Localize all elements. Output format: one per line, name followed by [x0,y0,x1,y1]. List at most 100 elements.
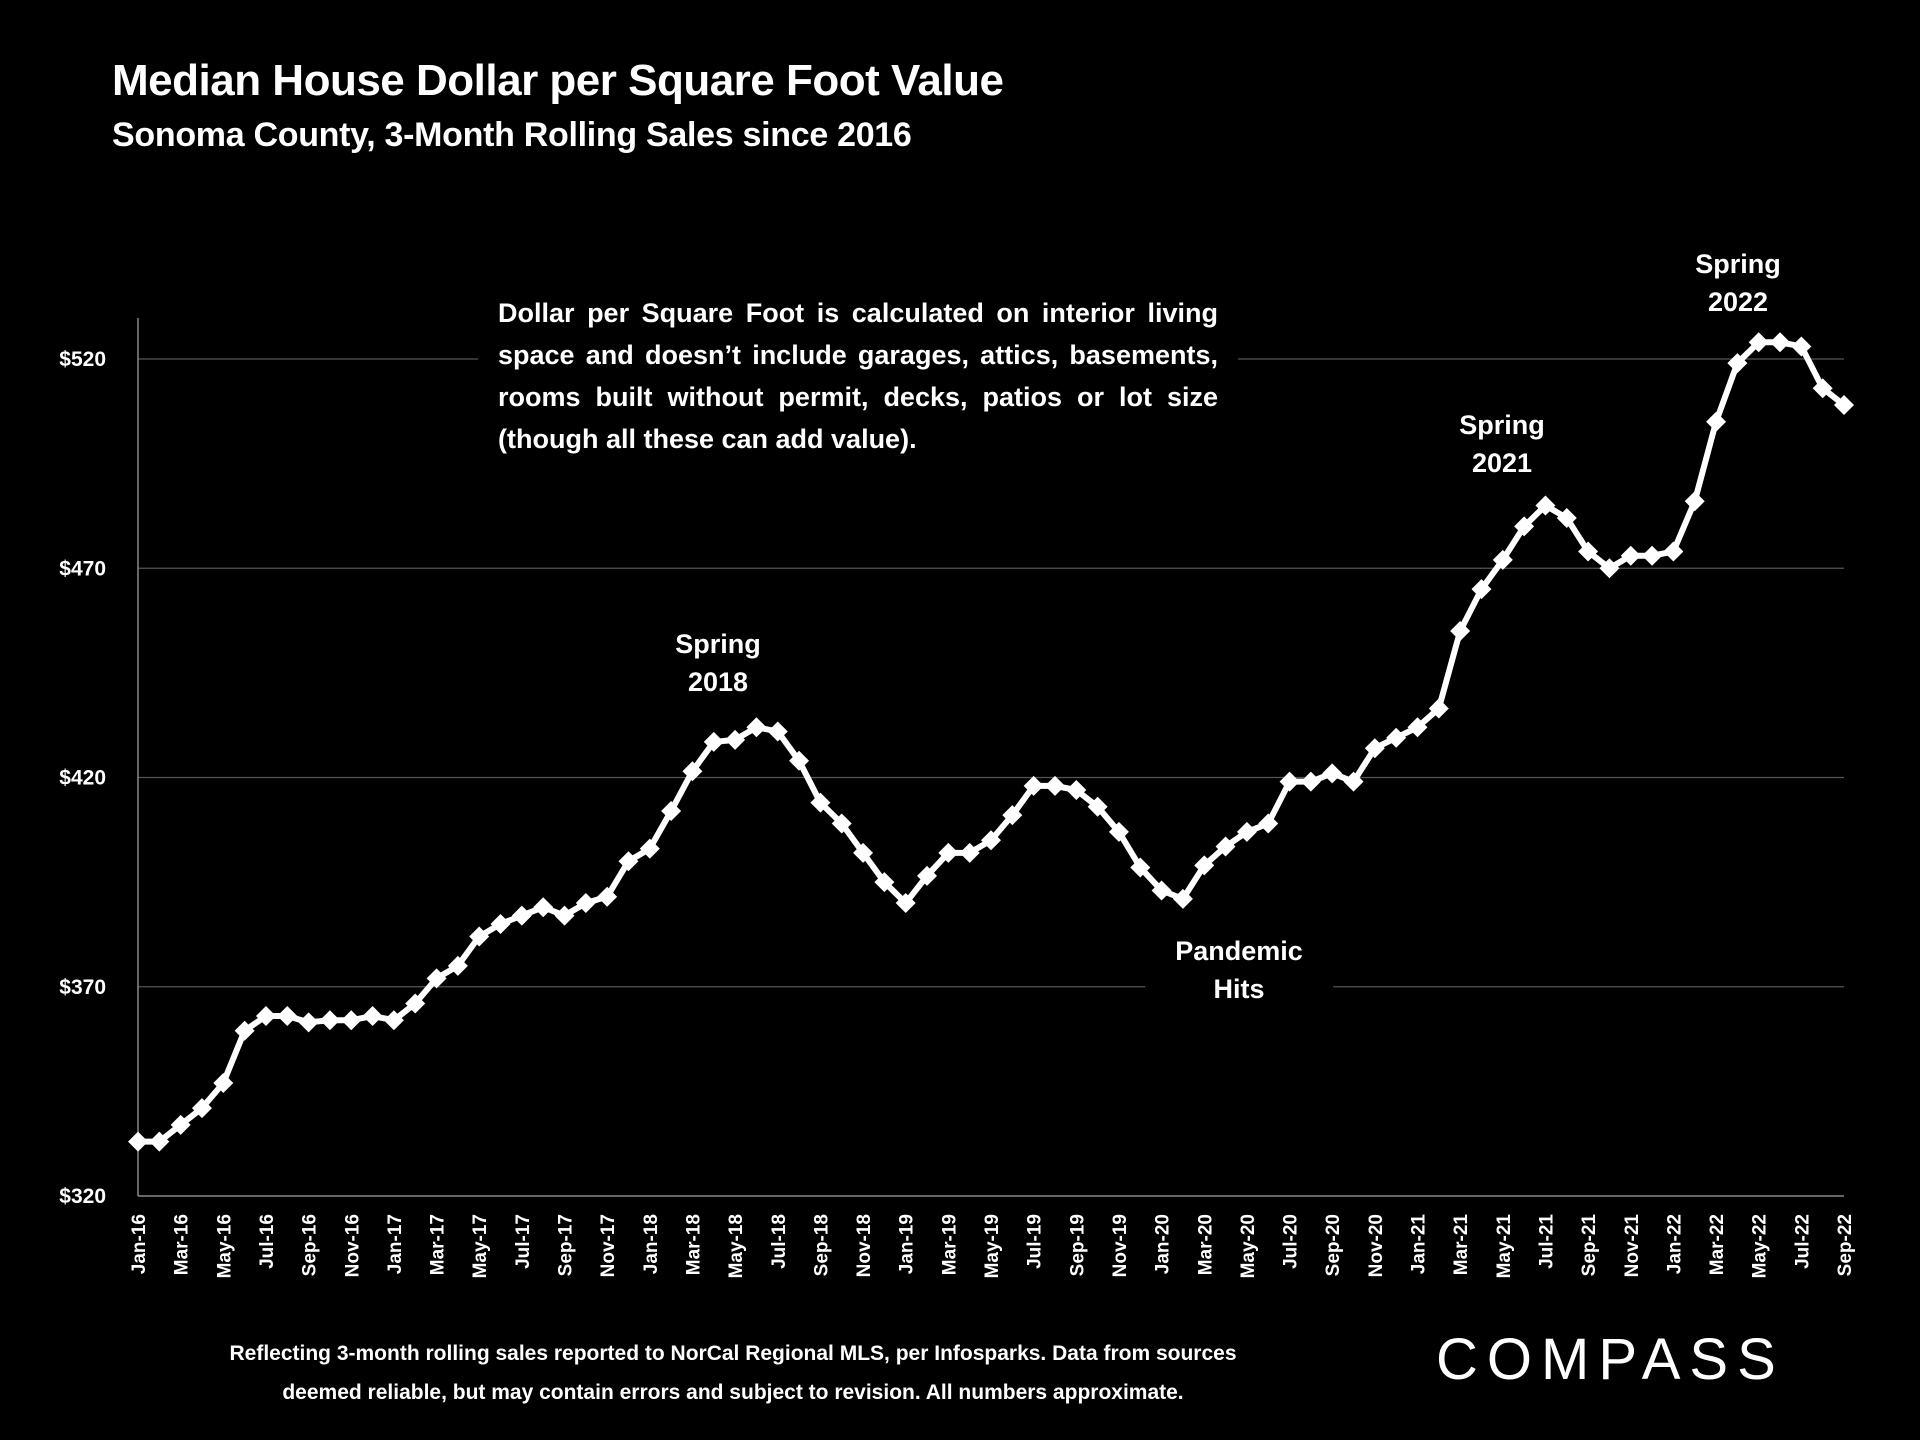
data-point-marker [1130,857,1151,878]
x-tick-label: Mar-16 [172,1214,193,1275]
data-point-marker [1492,549,1513,570]
data-point-marker [1322,763,1343,784]
x-tick-label: Jul-17 [513,1214,534,1269]
x-tick-label: Mar-20 [1195,1214,1216,1275]
compass-logo: COMPASS [1436,1327,1785,1392]
data-point-marker [1044,775,1065,796]
data-point-marker [1343,771,1364,792]
data-point-marker [1194,855,1215,876]
data-point-marker [1023,775,1044,796]
x-tick-label: Sep-19 [1067,1214,1088,1276]
x-tick-label: May-20 [1238,1214,1259,1278]
x-tick-label: Nov-18 [854,1214,875,1277]
data-point-marker [383,1010,404,1031]
x-tick-label: Jul-20 [1281,1214,1302,1269]
x-tick-label: Jan-16 [129,1214,150,1274]
x-tick-label: Nov-21 [1622,1214,1643,1278]
data-point-marker [1108,821,1129,842]
y-tick-label: $370 [59,976,106,999]
data-point-marker [1684,491,1705,512]
x-tick-label: Nov-17 [598,1214,619,1277]
x-tick-label: Sep-22 [1835,1214,1856,1276]
x-tick-label: Nov-19 [1110,1214,1131,1277]
data-point-marker [1578,541,1599,562]
data-point-marker [533,897,554,918]
footer-line-1: Reflecting 3-month rolling sales reporte… [229,1342,1237,1365]
data-point-marker [703,731,724,752]
data-point-marker [1364,738,1385,759]
x-tick-label: Sep-18 [811,1214,832,1276]
x-tick-label: May-17 [470,1214,491,1278]
data-point-marker [789,750,810,771]
x-tick-label: May-18 [726,1214,747,1278]
x-tick-label: Sep-20 [1323,1214,1344,1276]
footer-line-2: deemed reliable, but may contain errors … [282,1381,1184,1404]
data-point-marker [1215,836,1236,857]
data-point-marker [1770,332,1791,353]
data-point-marker [1663,541,1684,562]
data-point-marker [191,1098,212,1119]
x-tick-label: Mar-21 [1451,1214,1472,1276]
data-point-marker [767,721,788,742]
data-point-marker [938,842,959,863]
data-point-marker [298,1012,319,1033]
data-point-marker [490,913,511,934]
data-point-marker [1386,727,1407,748]
data-point-marker [1151,880,1172,901]
x-tick-label: Jul-18 [769,1214,790,1269]
data-point-marker [1258,813,1279,834]
data-point-marker [810,792,831,813]
x-tick-label: Nov-20 [1366,1214,1387,1277]
x-tick-label: May-21 [1494,1214,1515,1279]
x-tick-label: Mar-18 [683,1214,704,1275]
data-point-marker [255,1006,276,1027]
x-tick-label: May-19 [982,1214,1003,1278]
data-point-marker [426,968,447,989]
data-point-marker [895,893,916,914]
data-point-marker [1300,771,1321,792]
data-point-marker [1087,796,1108,817]
x-tick-label: May-22 [1750,1214,1771,1278]
data-point-marker [1279,771,1300,792]
data-point-marker [469,926,490,947]
data-point-marker [319,1010,340,1031]
data-point-marker [234,1020,255,1041]
data-point-marker [1599,558,1620,579]
data-point-marker [1727,353,1748,374]
data-point-marker [213,1073,234,1094]
methodology-note: Dollar per Square Foot is calculated on … [478,292,1238,460]
chart-subtitle: Sonoma County, 3-Month Rolling Sales sin… [112,116,912,154]
data-point-marker [1172,888,1193,909]
x-tick-label: Jan-20 [1153,1214,1174,1274]
data-point-marker [725,729,746,750]
x-tick-label: Nov-16 [342,1214,363,1277]
data-point-marker [1407,717,1428,738]
data-point-marker [618,851,639,872]
data-point-marker [1834,395,1854,416]
data-point-marker [170,1114,191,1135]
x-tick-label: Mar-17 [428,1214,449,1275]
y-tick-label: $520 [59,348,106,371]
data-point-marker [277,1006,298,1027]
data-point-marker [1450,621,1471,642]
x-tick-label: Jul-22 [1792,1214,1813,1269]
data-point-marker [874,872,895,893]
data-point-marker [853,842,874,863]
x-tick-label: Sep-21 [1579,1214,1600,1277]
data-point-marker [1514,516,1535,537]
data-point-marker [1642,545,1663,566]
data-point-marker [511,905,532,926]
data-point-marker [1706,411,1727,432]
x-tick-label: Jul-21 [1536,1214,1557,1269]
x-tick-label: May-16 [214,1214,235,1278]
annotation-pandemic-hits: Pandemic Hits [1145,932,1333,1008]
x-tick-label: Mar-22 [1707,1214,1728,1275]
x-tick-label: Jan-21 [1409,1214,1430,1275]
data-point-marker [1535,495,1556,516]
data-point-marker [1471,579,1492,600]
annotation-spring-2018: Spring 2018 [675,625,761,701]
data-point-marker [959,842,980,863]
annotation-spring-2022: Spring 2022 [1695,245,1781,321]
data-point-marker [447,955,468,976]
